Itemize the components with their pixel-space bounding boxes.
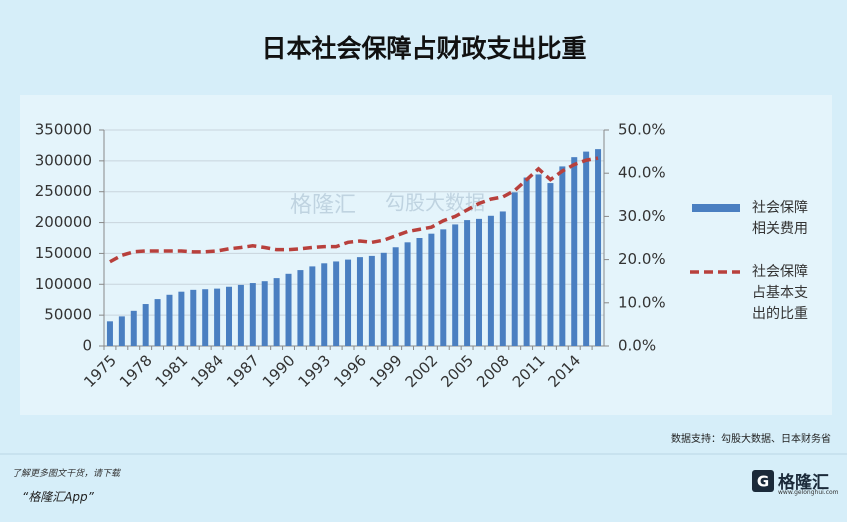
bar	[356, 257, 363, 346]
bar	[487, 215, 494, 346]
y-tick-label: 150000	[35, 244, 92, 262]
bar	[559, 166, 566, 346]
logo-glyph: G	[757, 473, 769, 491]
line	[109, 156, 599, 264]
footer-app: “格隆汇App”	[22, 490, 94, 504]
bar	[178, 291, 185, 346]
bar	[226, 286, 232, 346]
bar	[452, 224, 459, 346]
watermark: 格隆汇	[290, 193, 356, 218]
bar	[202, 289, 209, 346]
source: 数据支持：勾股大数据、日本财务省	[671, 434, 831, 445]
bar	[297, 270, 304, 346]
bar	[345, 259, 352, 346]
bar	[535, 174, 542, 346]
logo-text: 格隆汇	[778, 473, 829, 493]
bar	[416, 238, 423, 346]
y-tick-label: 300000	[35, 151, 92, 169]
bar	[464, 220, 471, 346]
bar	[476, 218, 482, 346]
bar	[428, 233, 435, 346]
y2-tick-label: 0.0%	[618, 337, 656, 355]
bar	[499, 211, 506, 346]
bar	[333, 261, 340, 346]
bar	[583, 151, 590, 346]
y2-tick-label: 40.0%	[618, 164, 666, 182]
bar	[214, 288, 221, 346]
bar	[571, 157, 578, 346]
bar	[392, 247, 399, 346]
logo-icon	[752, 470, 774, 492]
chart-title: 日本社会保障占财政支出比重	[261, 34, 586, 63]
bar	[285, 273, 292, 346]
y-tick-label: 250000	[35, 182, 92, 200]
bar	[321, 263, 328, 346]
bar	[249, 283, 256, 346]
logo-url: www.gelonghui.com	[778, 489, 839, 496]
bar	[142, 304, 149, 346]
chart-panel	[20, 95, 832, 415]
bar	[380, 252, 387, 346]
y2-tick-label: 30.0%	[618, 207, 666, 225]
bar	[368, 255, 375, 346]
bar	[547, 183, 554, 346]
bar	[118, 316, 125, 346]
bar	[166, 294, 173, 346]
y2-tick-label: 10.0%	[618, 293, 666, 311]
bar	[154, 299, 161, 346]
legend-label: 社会保障占基本支出的比重	[752, 264, 808, 322]
y-tick-label: 200000	[35, 213, 92, 231]
bar	[190, 289, 197, 346]
y-tick-label: 0	[82, 337, 92, 355]
bar	[309, 266, 316, 346]
watermark: 勾股大数据	[385, 191, 485, 215]
bar	[106, 321, 113, 346]
y-tick-label: 350000	[35, 121, 92, 139]
y2-tick-label: 50.0%	[618, 121, 666, 139]
legend-swatch	[692, 204, 740, 212]
bar	[440, 229, 447, 346]
bar	[523, 177, 530, 346]
y2-tick-label: 20.0%	[618, 250, 666, 268]
bar	[404, 242, 411, 346]
footer-text: 了解更多图文干货，请下载	[12, 469, 121, 479]
bar	[595, 149, 602, 346]
legend-label: 社会保障相关费用	[752, 200, 808, 237]
bar	[511, 192, 518, 346]
bar	[261, 281, 268, 346]
y-tick-label: 50000	[44, 306, 92, 324]
bar	[237, 284, 244, 346]
bar	[130, 310, 137, 346]
bar	[273, 278, 280, 346]
y-tick-label: 100000	[35, 275, 92, 293]
